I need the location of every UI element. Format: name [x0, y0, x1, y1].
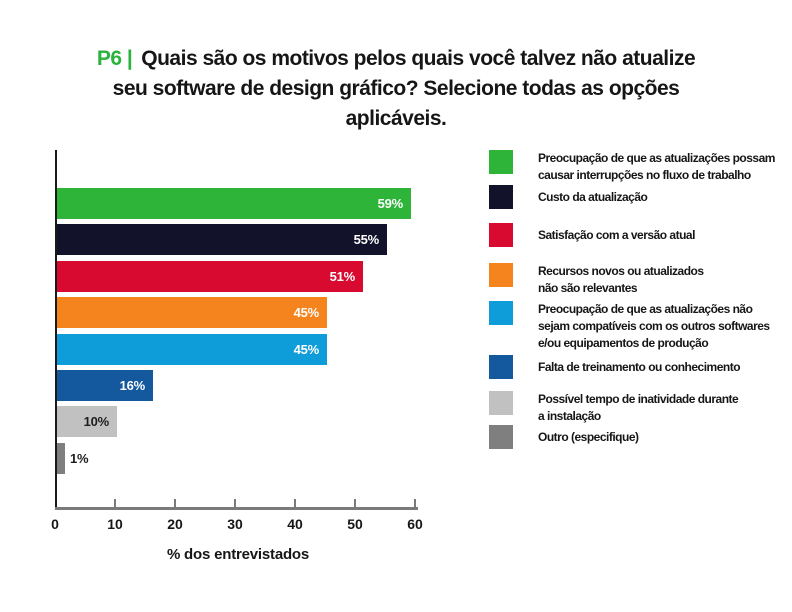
legend-color-swatch: [489, 301, 513, 325]
title-line-1: P6 | Quais são os motivos pelos quais voc…: [0, 44, 792, 74]
legend-label: Recursos novos ou atualizados não são rel…: [538, 263, 704, 297]
legend-label-line: Preocupação de que as atualizações possa…: [538, 151, 775, 165]
legend-color-swatch: [489, 185, 513, 209]
legend-label-line: a instalação: [538, 409, 601, 423]
legend-label-line: Satisfação com a versão atual: [538, 228, 695, 242]
x-axis-tick-label: 20: [167, 516, 183, 532]
bar-value-label: 51%: [329, 268, 356, 284]
bar-value-label: 59%: [377, 196, 404, 211]
bar-value-label: 55%: [353, 232, 380, 248]
legend-label-line: Preocupação de que as atualizações não: [538, 302, 753, 316]
x-axis-line: [55, 507, 418, 510]
legend-label-line: causar interrupções no fluxo de trabalho: [538, 168, 751, 182]
x-axis-tick: [354, 499, 356, 507]
bar: 51%: [57, 260, 363, 292]
legend-label-line: não são relevantes: [538, 281, 638, 295]
legend-label: Outro (especifique): [538, 429, 639, 446]
x-axis-tick: [414, 499, 416, 507]
legend-label-line: Falta de treinamento ou conhecimento: [538, 360, 741, 374]
bar: 55%: [57, 224, 387, 256]
legend-label-line: e/ou equipamentos de produção: [538, 336, 709, 350]
legend: Preocupação de que as atualizações possa…: [489, 150, 789, 480]
x-axis-tick-label: 50: [347, 516, 363, 532]
legend-color-swatch: [489, 425, 513, 449]
bar-value-label: 10%: [83, 414, 110, 430]
legend-color-swatch: [489, 223, 513, 247]
x-axis-tick: [174, 499, 176, 507]
bar: 16%: [57, 370, 153, 401]
legend-label-line: Custo da atualização: [538, 190, 648, 204]
y-axis-line: [55, 150, 57, 510]
x-axis-title: % dos entrevistados: [166, 546, 310, 563]
legend-label-line: Possível tempo de inatividade durante: [538, 392, 739, 406]
x-axis-tick: [234, 499, 236, 507]
bar: [57, 442, 65, 474]
title-line-3: aplicáveis.: [345, 107, 447, 130]
question-number: P6 |: [96, 47, 133, 70]
legend-label: Custo da atualização: [538, 189, 648, 206]
legend-label-line: sejam compatíveis com os outros software…: [538, 319, 770, 333]
bar: 59%: [57, 188, 411, 219]
bar-value-label: 1%: [70, 450, 89, 466]
legend-label: Falta de treinamento ou conhecimento: [538, 359, 741, 376]
legend-label: Possível tempo de inatividade durante a i…: [538, 391, 739, 425]
legend-label-line: Recursos novos ou atualizados: [538, 264, 704, 278]
legend-color-swatch: [489, 150, 513, 174]
legend-color-swatch: [489, 263, 513, 287]
chart-title: P6 | Quais são os motivos pelos quais voc…: [0, 44, 792, 134]
bar-value-label: 45%: [293, 305, 320, 321]
x-axis-tick-label: 10: [107, 516, 123, 532]
bar: 45%: [57, 297, 327, 329]
title-line-2: seu software de design gráfico? Selecion…: [112, 77, 680, 100]
legend-color-swatch: [489, 391, 513, 415]
bar-chart-plot-area: 59% 55% 51% 45% 45% 16% 10% 1% 0 10 20 30 40 50 60: [51, 150, 423, 532]
bar: 10%: [57, 406, 117, 438]
legend-label-line: Outro (especifique): [538, 430, 639, 444]
bar: 45%: [57, 333, 327, 365]
bar-value-label: 45%: [293, 341, 320, 357]
x-axis-tick: [114, 499, 116, 507]
legend-color-swatch: [489, 355, 513, 379]
title-text-line-1: Quais são os motivos pelos quais você ta…: [141, 47, 696, 70]
legend-label: Preocupação de que as atualizações não se…: [538, 301, 770, 352]
x-axis-tick: [294, 499, 296, 507]
x-axis-tick-label: 60: [407, 516, 423, 532]
x-axis-tick-label: 40: [287, 516, 303, 532]
bar-value-label: 16%: [119, 378, 146, 393]
legend-label: Preocupação de que as atualizações possa…: [538, 150, 775, 184]
x-axis-tick-label: 30: [227, 516, 243, 532]
legend-label: Satisfação com a versão atual: [538, 227, 695, 244]
x-axis-tick-label: 0: [51, 516, 59, 532]
